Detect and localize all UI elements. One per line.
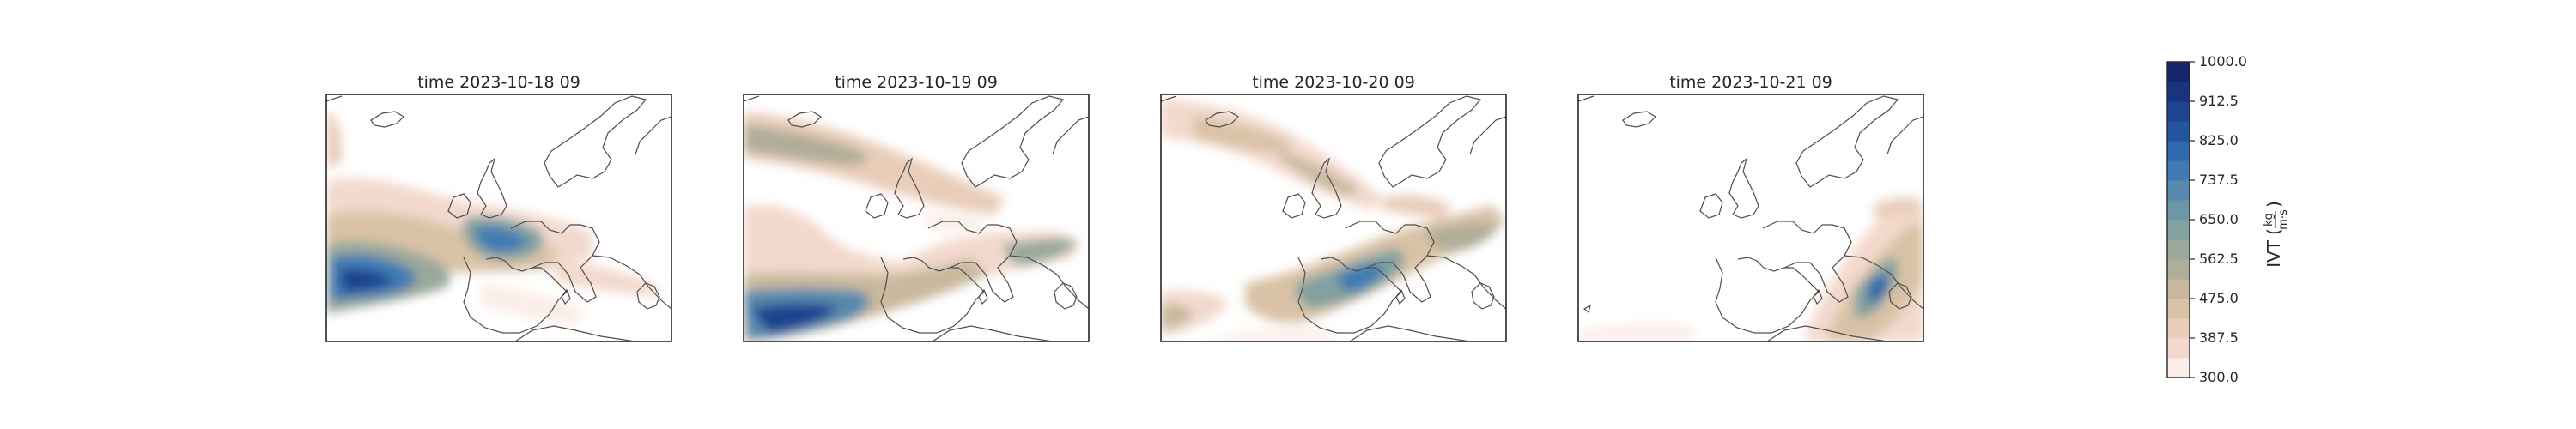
colorbar-unit-denominator: m·s	[2277, 209, 2290, 230]
map-panel-2: time 2023-10-19 09	[743, 73, 1090, 342]
panel-title: time 2023-10-21 09	[1669, 73, 1832, 92]
colorbar-tick-label: 1000.0	[2199, 53, 2247, 69]
colorbar-ticks: 1000.0 912.5 825.0 737.5 650.0 562.5 475.0 387.…	[2190, 53, 2247, 385]
colorbar-tick-label: 562.5	[2199, 251, 2239, 267]
map-panel-4: time 2023-10-21 09	[1577, 73, 1924, 342]
svg-text:): )	[2263, 201, 2284, 208]
colorbar-level-9	[2167, 180, 2190, 201]
ivt-field	[1161, 94, 1506, 341]
coastlines	[326, 95, 671, 341]
colorbar-level-15	[2167, 62, 2190, 82]
colorbar-level-11	[2167, 141, 2190, 161]
colorbar-tick-label: 387.5	[2199, 329, 2239, 346]
colorbar: 1000.0 912.5 825.0 737.5 650.0 562.5 475.0 387.…	[2166, 53, 2290, 385]
ivt-field	[744, 94, 1089, 341]
colorbar-level-12	[2167, 121, 2190, 142]
map-panel-3: time 2023-10-20 09	[1160, 73, 1507, 342]
colorbar-label: IVT ( kg m·s )	[2263, 201, 2290, 268]
colorbar-level-10	[2167, 160, 2190, 181]
colorbar-tick-label: 300.0	[2199, 369, 2239, 385]
coastlines	[744, 95, 1089, 341]
colorbar-level-3	[2167, 299, 2190, 319]
colorbar-level-2	[2167, 318, 2190, 339]
colorbar-level-13	[2167, 101, 2190, 122]
colorbar-level-1	[2167, 338, 2190, 359]
ivt-field	[1578, 94, 1923, 341]
colorbar-label-text: IVT	[2263, 239, 2284, 268]
colorbar-swatches	[2167, 62, 2190, 378]
panel-title: time 2023-10-20 09	[1252, 73, 1415, 92]
colorbar-level-14	[2167, 82, 2190, 102]
colorbar-unit-numerator: kg	[2263, 213, 2275, 227]
colorbar-level-0	[2167, 358, 2190, 378]
colorbar-level-5	[2167, 259, 2190, 280]
map-panel-1: time 2023-10-18 09	[325, 73, 672, 342]
panel-title: time 2023-10-19 09	[835, 73, 998, 92]
colorbar-level-6	[2167, 239, 2190, 260]
colorbar-tick-label: 475.0	[2199, 290, 2239, 306]
panel-title: time 2023-10-18 09	[417, 73, 580, 92]
colorbar-level-7	[2167, 220, 2190, 240]
colorbar-tick-label: 912.5	[2199, 93, 2239, 109]
ivt-field	[326, 94, 671, 341]
svg-text:(: (	[2263, 228, 2284, 235]
coastlines	[1578, 95, 1923, 341]
colorbar-level-4	[2167, 279, 2190, 299]
colorbar-tick-label: 650.0	[2199, 211, 2239, 227]
colorbar-level-8	[2167, 200, 2190, 221]
colorbar-tick-label: 825.0	[2199, 132, 2239, 148]
colorbar-tick-label: 737.5	[2199, 172, 2239, 188]
coastlines	[1161, 95, 1506, 341]
